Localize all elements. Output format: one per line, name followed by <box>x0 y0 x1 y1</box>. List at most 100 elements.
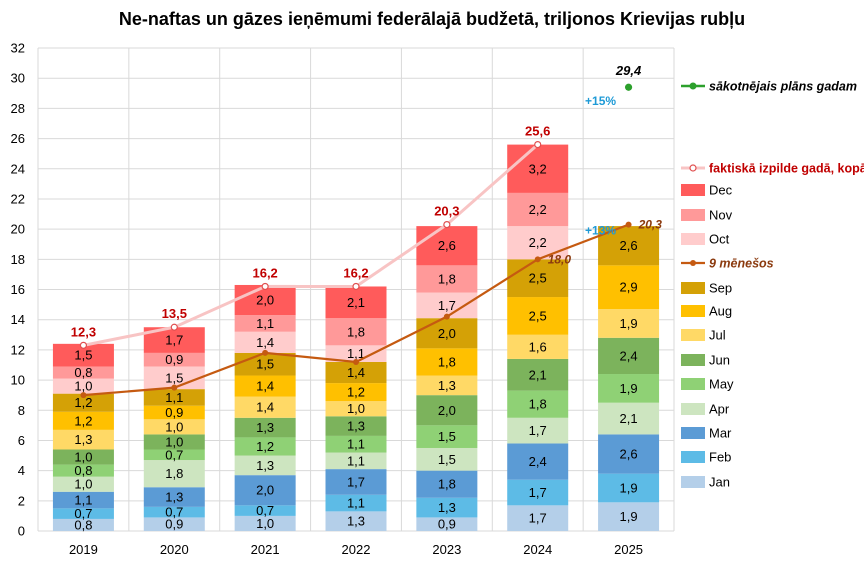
legend-label-feb: Feb <box>709 450 731 465</box>
bar-segment-label: 1,5 <box>256 357 274 372</box>
bar-segment <box>52 411 114 430</box>
bar-segment <box>52 508 114 519</box>
bar-segment <box>507 417 569 444</box>
nine-months-label: 20,3 <box>638 218 663 232</box>
bar-segment-label: 0,7 <box>165 447 183 462</box>
bar-segment-label: 1,3 <box>438 378 456 393</box>
bar-segment-label: 1,3 <box>256 458 274 473</box>
annual-total-marker <box>352 282 360 291</box>
legend-label-may: May <box>709 377 734 392</box>
y-tick-label: 6 <box>18 433 25 448</box>
y-tick-label: 2 <box>18 493 25 508</box>
legend-swatch-jun <box>681 354 705 366</box>
bar-segment <box>598 337 660 375</box>
bar-segment <box>52 476 114 492</box>
bar-segment-label: 1,3 <box>438 500 456 515</box>
annotations: +15% +13% <box>585 94 616 238</box>
bar-segment-label: 0,7 <box>256 503 274 518</box>
bar-segment <box>598 265 660 310</box>
bar-segment <box>52 518 114 531</box>
bar-stacks: 0,80,71,11,00,81,01,31,21,21,00,81,50,90… <box>52 144 660 532</box>
legend-plan-marker <box>689 82 697 90</box>
bar-segment <box>143 517 205 531</box>
bar-segment-label: 1,7 <box>529 423 547 438</box>
nine-months-marker <box>353 358 359 365</box>
bar-segment <box>507 144 569 193</box>
bar-segment-label: 2,6 <box>438 238 456 253</box>
annual-total-label: 20,3 <box>434 204 459 219</box>
bar-segment-label: 1,1 <box>347 346 365 361</box>
bar-segment <box>507 443 569 480</box>
annual-total-label: 25,6 <box>525 124 550 139</box>
bar-segment <box>234 475 296 506</box>
bar-segment <box>507 297 569 335</box>
legend-total-marker <box>689 164 697 172</box>
annual-total-label: 16,2 <box>343 265 368 280</box>
bar-segment-label: 1,1 <box>347 496 365 511</box>
bar-segment-label: 0,8 <box>74 463 92 478</box>
bar-segment <box>143 352 205 367</box>
bar-segment-label: 1,9 <box>620 509 638 524</box>
bar-segment <box>143 405 205 420</box>
bar-segment <box>234 455 296 476</box>
y-tick-label: 0 <box>18 524 25 539</box>
percent-annotation: +13% <box>585 224 616 238</box>
bar-segment-label: 0,9 <box>165 352 183 367</box>
bar-segment-label: 1,2 <box>74 395 92 410</box>
bar-segment <box>598 473 660 503</box>
percent-annotation: +15% <box>585 94 616 108</box>
y-tick-label: 26 <box>11 131 25 146</box>
bar-segment-label: 1,8 <box>438 354 456 369</box>
bar-segment <box>507 334 569 359</box>
bar-segment-label: 2,1 <box>529 367 547 382</box>
bar-segment <box>52 491 114 509</box>
bar-segment <box>234 315 296 332</box>
nine-months-label: 18,0 <box>548 252 572 266</box>
bar-segment <box>325 435 387 453</box>
bar-segment-label: 2,4 <box>529 454 547 469</box>
bar-segment-label: 1,8 <box>438 271 456 286</box>
bar-segment-label: 1,3 <box>347 419 365 434</box>
legend-nine-marker <box>690 260 696 266</box>
bar-segment-label: 1,3 <box>256 420 274 435</box>
y-tick-label: 18 <box>11 252 25 267</box>
bar-segment-label: 1,6 <box>529 339 547 354</box>
bar-segment-label: 0,7 <box>74 506 92 521</box>
bar-segment <box>143 389 205 406</box>
y-tick-label: 24 <box>11 161 25 176</box>
bar-segment-label: 0,8 <box>74 517 92 532</box>
bar-segment <box>234 505 296 516</box>
annual-total-label: 12,3 <box>71 324 96 339</box>
bar-segment-label: 1,5 <box>74 348 92 363</box>
bar-segment <box>234 515 296 531</box>
bar-segment-label: 1,1 <box>347 453 365 468</box>
bar-segment <box>416 226 478 266</box>
nine-months-marker <box>625 221 632 228</box>
bar-segment <box>598 402 660 435</box>
bar-segment <box>416 517 478 531</box>
bar-segment <box>143 366 205 390</box>
legend-swatch-mar <box>681 427 705 439</box>
line-series: 12,3 13,5 16,2 16,2 20,3 25,6 18,0 20,3 29,4 <box>71 63 663 399</box>
bar-segment <box>507 358 569 391</box>
bar-segment-label: 1,0 <box>347 401 365 416</box>
bar-segment <box>52 449 114 465</box>
bar-segment <box>598 502 660 531</box>
legend-label-mar: Mar <box>709 426 732 441</box>
bar-segment-label: 2,0 <box>438 326 456 341</box>
x-tick-label: 2020 <box>160 542 189 557</box>
bar-segment <box>143 506 205 518</box>
bar-segment-label: 1,2 <box>347 385 365 400</box>
bar-segment <box>598 434 660 474</box>
bar-segment <box>234 396 296 418</box>
annual-total-marker <box>261 282 269 291</box>
bar-segment-label: 1,9 <box>620 480 638 495</box>
bar-segment <box>598 309 660 338</box>
bar-segment <box>507 390 569 418</box>
legend-label-jan: Jan <box>709 475 730 490</box>
y-tick-label: 4 <box>18 463 25 478</box>
bar-segment <box>52 343 114 367</box>
annual-total-line <box>83 143 539 347</box>
bar-segment-label: 1,4 <box>256 400 274 415</box>
